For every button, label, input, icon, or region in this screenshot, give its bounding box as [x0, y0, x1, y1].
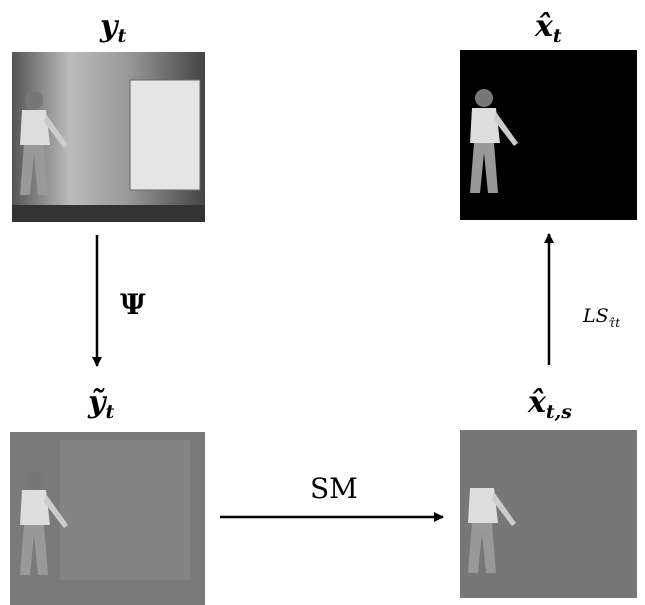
diagram: yt x̂t ỹt x̂t,s Ψ SM LSτ̂t [0, 0, 645, 605]
image-output [460, 50, 637, 220]
node-label: ỹt [87, 385, 114, 423]
edge-label: Ψ [120, 288, 146, 321]
edge-label: LSτ̂t [582, 305, 620, 330]
node-label: yt [99, 9, 126, 47]
image-sparse [460, 430, 637, 598]
node-label: x̂t [534, 9, 562, 47]
edge-label: SM [310, 472, 358, 505]
node-label: x̂t,s [527, 385, 572, 423]
image-input [12, 52, 205, 222]
image-transformed [10, 432, 205, 605]
